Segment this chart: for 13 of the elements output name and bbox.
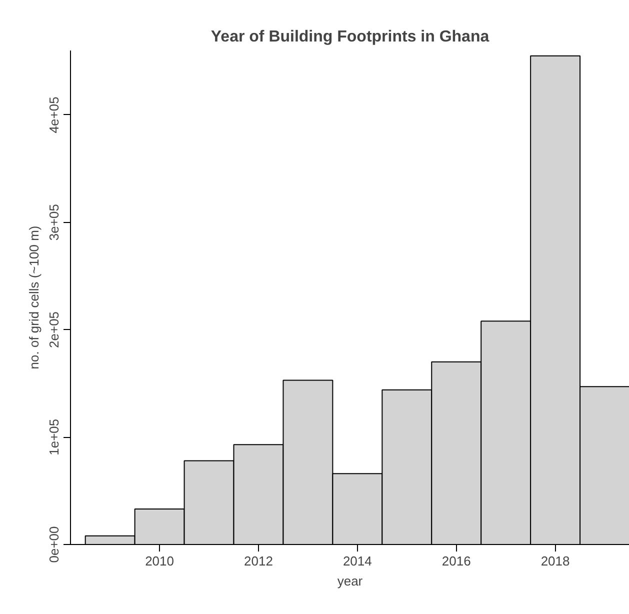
y-axis-title: no. of grid cells (~100 m) (26, 226, 42, 370)
x-tick-label: 2016 (442, 554, 471, 568)
x-tick-label: 2012 (244, 554, 273, 568)
y-tick-label: 0e+00 (46, 526, 62, 563)
x-axis-title: year (337, 574, 364, 588)
y-tick-label: 2e+05 (46, 311, 62, 348)
y-tick-label: 1e+05 (46, 418, 62, 456)
x-tick-label: 2018 (540, 554, 570, 568)
chart-title: Year of Building Footprints in Ghana (210, 28, 490, 46)
x-tick-label: 2014 (342, 554, 372, 568)
x-tick-label: 2010 (145, 554, 174, 568)
y-tick-label: 4e+05 (46, 96, 62, 134)
y-tick-label: 3e+05 (46, 204, 62, 241)
